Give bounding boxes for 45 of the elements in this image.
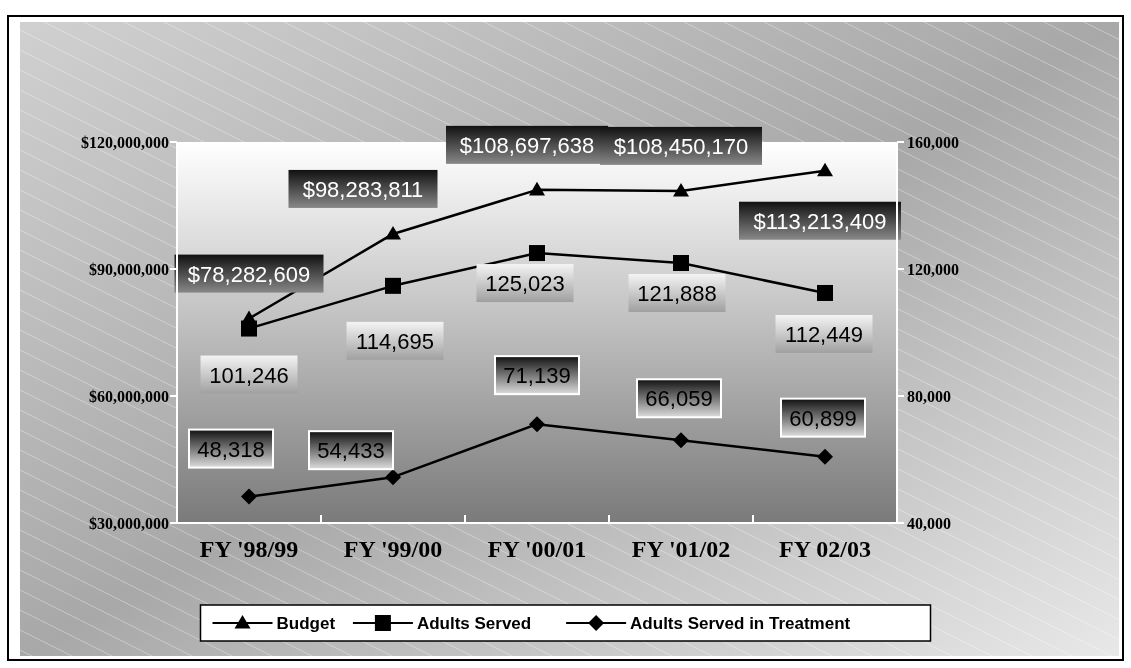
x-tick-label: FY '98/99: [199, 536, 299, 562]
data-label: 48,318: [197, 436, 265, 462]
legend-label: Adults Served: [416, 614, 532, 633]
point: [529, 416, 545, 433]
point: [241, 488, 257, 505]
data-label: 121,888: [637, 281, 717, 307]
x-tick-label: FY 02/03: [779, 536, 871, 562]
point: [817, 162, 833, 177]
point: [529, 181, 545, 196]
data-label: 114,695: [356, 328, 434, 354]
data-label: $98,283,811: [302, 176, 424, 202]
point: [385, 225, 401, 240]
point: [241, 320, 257, 337]
point: [673, 432, 689, 449]
legend-label: Adults Served in Treatment: [630, 614, 851, 633]
point: [529, 245, 545, 262]
x-tick-label: FY '99/00: [343, 536, 443, 562]
data-label: 71,139: [503, 363, 571, 389]
point: [817, 284, 833, 301]
data-label: 60,899: [789, 405, 857, 431]
y2-tick-label: 80,000: [907, 388, 951, 405]
y2-tick-label: 40,000: [907, 515, 951, 532]
point: [673, 182, 689, 197]
data-label: 125,023: [485, 271, 565, 297]
data-label: 101,246: [209, 362, 289, 388]
data-label: 66,059: [645, 386, 713, 412]
data-label: 112,449: [785, 321, 863, 347]
x-tick-label: FY '01/02: [631, 536, 731, 562]
y-tick-label: $120,000,000: [81, 134, 169, 151]
x-tick-label: FY '00/01: [487, 536, 587, 562]
point: [817, 448, 833, 465]
point: [673, 255, 689, 272]
data-label: $108,450,170: [613, 133, 749, 159]
point: [385, 469, 401, 486]
data-label: $113,213,409: [753, 208, 887, 234]
y2-tick-label: 160,000: [907, 134, 959, 151]
legend-label: Budget: [276, 614, 336, 633]
data-label: $108,697,638: [459, 132, 595, 158]
y-tick-label: $90,000,000: [89, 261, 169, 278]
point: [385, 277, 401, 294]
data-label: $78,282,609: [187, 261, 311, 287]
y-tick-label: $30,000,000: [89, 515, 169, 532]
y-tick-label: $60,000,000: [89, 388, 169, 405]
y2-tick-label: 120,000: [907, 261, 959, 278]
data-label: 54,433: [317, 438, 385, 464]
